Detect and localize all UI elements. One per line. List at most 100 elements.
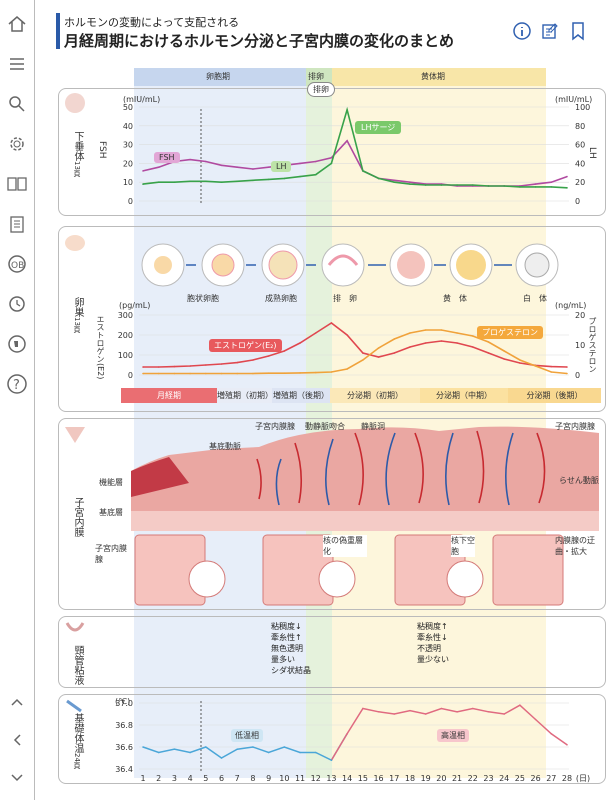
point-progesterone — [566, 372, 568, 375]
point-estrogen — [220, 363, 223, 365]
chevron-down-icon[interactable] — [5, 766, 29, 790]
svg-text:?: ? — [13, 378, 20, 393]
point-lh — [471, 184, 474, 186]
gear-icon[interactable] — [5, 132, 29, 156]
point-estrogen — [362, 352, 364, 354]
pituitary-icon — [65, 93, 85, 113]
e2-axis-title: エストロゲン(E2) — [96, 315, 105, 380]
point-lh — [362, 170, 364, 172]
fsh-tick: 0 — [128, 197, 133, 206]
label-ovary: 卵巣13頁 — [72, 297, 83, 333]
low-phase-label: 低温相 — [231, 729, 263, 742]
high-phase-label: 高温相 — [437, 729, 469, 742]
point-progesterone — [299, 372, 301, 374]
point-estrogen — [236, 361, 239, 364]
bookmark-icon[interactable] — [567, 20, 589, 42]
panel-ovary: 卵巣13頁 300 200 100 0 20 10 0 胞状卵胞 成熟卵胞 排 卵 黄 体 … — [58, 226, 606, 412]
bbt-point — [409, 709, 411, 712]
label-functional-layer: 機能層 — [99, 478, 123, 487]
point-fsh — [205, 160, 207, 163]
point-estrogen — [252, 359, 254, 361]
page-title: 月経周期におけるホルモン分泌と子宮内膜の変化のまとめ — [64, 32, 455, 50]
point-progesterone — [550, 371, 553, 373]
period-secr-late: 分泌期（後期） — [508, 388, 601, 403]
day-tick: 24 — [499, 774, 509, 783]
ovulation-label: 排卵 — [307, 82, 335, 97]
mucus-right-3: 不透明 — [417, 644, 441, 653]
point-lh — [205, 180, 207, 183]
point-progesterone — [236, 372, 239, 375]
search-icon[interactable] — [5, 92, 29, 116]
point-lh — [550, 186, 553, 188]
label-pseudostratification: 核の偽重層化 — [323, 535, 367, 557]
day-tick: 14 — [342, 774, 352, 783]
book-icon[interactable] — [5, 172, 29, 196]
point-fsh — [566, 175, 568, 178]
ob-icon[interactable]: OB — [5, 252, 29, 276]
endometrium-illustration — [65, 426, 599, 606]
day-tick: 23 — [483, 774, 493, 783]
info-icon[interactable] — [511, 20, 533, 42]
day-tick: 11 — [295, 774, 305, 783]
point-estrogen — [299, 342, 301, 344]
point-fsh — [330, 156, 333, 159]
evernote-icon[interactable] — [5, 332, 29, 356]
bbt-point — [440, 707, 443, 710]
point-estrogen — [314, 332, 317, 334]
bbt-point — [173, 748, 176, 750]
day-tick: 21 — [452, 774, 462, 783]
home-icon[interactable] — [5, 12, 29, 36]
point-estrogen — [440, 340, 443, 342]
point-progesterone — [189, 372, 191, 375]
day-tick: 27 — [546, 774, 556, 783]
point-progesterone — [393, 338, 396, 340]
point-lh — [267, 178, 270, 181]
point-progesterone — [220, 372, 223, 375]
bbt-point — [299, 751, 301, 754]
bbt-point — [346, 733, 348, 735]
edit-note-icon[interactable] — [539, 20, 561, 42]
day-tick: 25 — [515, 774, 525, 783]
day-unit: (日) — [576, 774, 590, 783]
lh-unit: (mIU/mL) — [555, 95, 593, 104]
day-tick: 26 — [530, 774, 540, 783]
note-icon[interactable] — [5, 212, 29, 236]
point-lh — [534, 186, 537, 188]
p-tick: 20 — [575, 311, 585, 320]
point-estrogen — [519, 362, 521, 364]
bbt-point — [424, 713, 427, 715]
day-tick: 18 — [405, 774, 415, 783]
bbt-point — [503, 713, 505, 715]
point-progesterone — [142, 372, 144, 375]
phase-ovulation: 排卵 — [308, 72, 324, 81]
point-lh — [566, 187, 568, 189]
chevron-up-icon[interactable] — [5, 690, 29, 714]
point-lh — [409, 183, 411, 185]
e2-tick: 200 — [118, 331, 133, 340]
help-icon[interactable]: ? — [5, 372, 29, 396]
day-tick: 2 — [156, 774, 161, 783]
point-lh — [252, 179, 254, 182]
lh-axis-title: LH — [587, 147, 597, 159]
point-lh — [424, 184, 427, 186]
series-lh — [142, 106, 568, 189]
label-uterus: 子宮内膜 — [72, 497, 83, 537]
point-estrogen — [157, 366, 160, 368]
list-icon[interactable] — [5, 52, 29, 76]
phase-luteal: 黄体期 — [421, 72, 445, 81]
history-icon[interactable] — [5, 292, 29, 316]
label-basal-layer: 基底層 — [99, 508, 123, 517]
bbt-point — [314, 751, 317, 754]
p-tick: 0 — [575, 371, 580, 380]
lh-tick: 20 — [575, 178, 585, 187]
chevron-left-icon[interactable] — [5, 728, 29, 752]
point-estrogen — [205, 364, 207, 366]
point-progesterone — [424, 329, 427, 331]
fsh-tick: 20 — [123, 159, 133, 168]
mucus-right-2: 牽糸性↓ — [417, 633, 448, 642]
lh-surge-label: LHサージ — [355, 121, 402, 134]
point-progesterone — [283, 372, 286, 374]
fsh-tick: 30 — [123, 141, 133, 150]
